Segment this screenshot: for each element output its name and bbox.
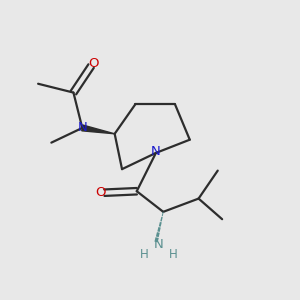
Polygon shape [82,125,115,134]
Text: H: H [169,248,177,261]
Text: N: N [77,122,87,134]
Text: H: H [140,248,149,261]
Text: N: N [154,238,164,251]
Text: O: O [88,57,98,70]
Text: N: N [151,145,161,158]
Text: O: O [96,186,106,199]
